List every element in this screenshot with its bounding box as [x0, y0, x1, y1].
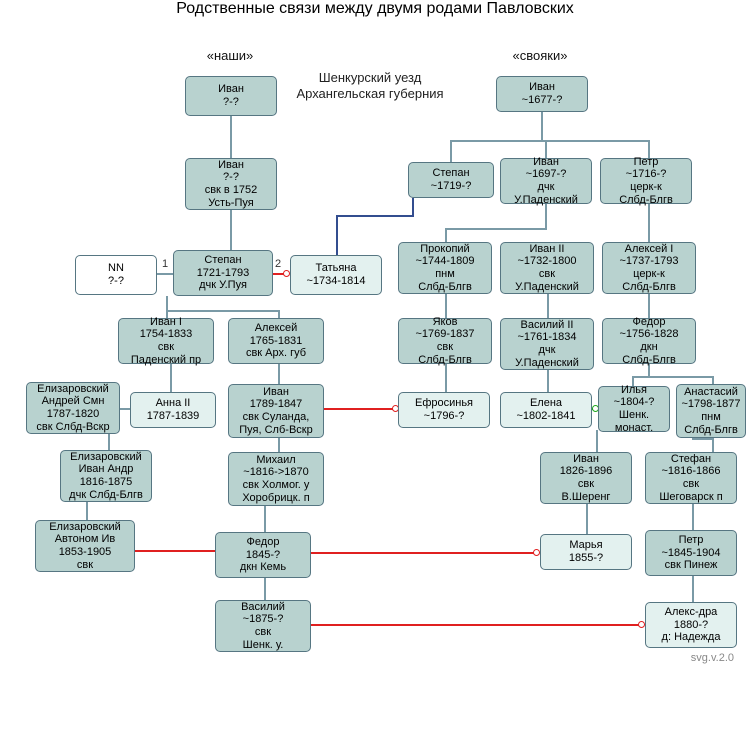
node-ivan-vshereng: Иван 1826-1896 свк В.Шеренг — [540, 452, 632, 504]
node-ilya: Илья ~1804-? Шенк. монаст. — [598, 386, 670, 432]
node-petr-right: Петр ~1716-? церк-к Слбд-Блгв — [600, 158, 692, 204]
node-vasiliy-ii: Василий II ~1761-1834 дчк У.Паденский — [500, 318, 594, 370]
tree-canvas: Родственные связи между двумя родами Пав… — [0, 0, 750, 750]
branch-label-right: «свояки» — [490, 48, 590, 63]
node-anna-ii: Анна II 1787-1839 — [130, 392, 216, 428]
node-stepan-left: Степан 1721-1793 дчк У.Пуя — [173, 250, 273, 296]
node-yakov: Яков ~1769-1837 свк Слбд-Блгв — [398, 318, 492, 364]
node-alexey-i: Алексей I ~1737-1793 церк-к Слбд-Блгв — [602, 242, 696, 294]
node-eliz-andrey: Елизаровский Андрей Смн 1787-1820 свк Сл… — [26, 382, 120, 434]
subtitle-2: Архангельская губерния — [260, 86, 480, 101]
node-efrosinya: Ефросинья ~1796-? — [398, 392, 490, 428]
node-marya: Марья 1855-? — [540, 534, 632, 570]
node-prokopiy: Прокопий ~1744-1809 пнм Слбд-Блгв — [398, 242, 492, 294]
node-mikhail: Михаил ~1816->1870 свк Холмог. у Хоробри… — [228, 452, 324, 506]
node-fedor-right: Федор ~1756-1828 дкн Слбд-Блгв — [602, 318, 696, 364]
node-anastasiy: Анастасий ~1798-1877 пнм Слбд-Блгв — [676, 384, 746, 438]
marriage-marker-2: 2 — [275, 258, 281, 270]
node-ivan-i: Иван I 1754-1833 свк Паденский пр — [118, 318, 214, 364]
node-nn: NN ?-? — [75, 255, 157, 295]
branch-label-left: «наши» — [180, 48, 280, 63]
marriage-marker-1: 1 — [162, 258, 168, 270]
node-ivan-left-0: Иван ?-? — [185, 76, 277, 116]
node-alexandra: Алекс-дра 1880-? д: Надежда — [645, 602, 737, 648]
node-fedor-left: Федор 1845-? дкн Кемь — [215, 532, 311, 578]
node-ivan-right-1: Иван ~1697-? дчк У.Паденский — [500, 158, 592, 204]
node-vasiliy-left: Василий ~1875-? свк Шенк. у. — [215, 600, 311, 652]
node-tatyana: Татьяна ~1734-1814 — [290, 255, 382, 295]
subtitle-1: Шенкурский уезд — [260, 70, 480, 85]
node-stepan-right: Степан ~1719-? — [408, 162, 494, 198]
marriage-dot-vas-alex — [638, 621, 645, 628]
svg-version: svg.v.2.0 — [691, 652, 734, 664]
node-ivan-right-0: Иван ~1677-? — [496, 76, 588, 112]
node-alexey: Алексей 1765-1831 свк Арх. губ — [228, 318, 324, 364]
marriage-dot-step-tat — [283, 270, 290, 277]
node-ivan-left-1: Иван ?-? свк в 1752 Усть-Пуя — [185, 158, 277, 210]
node-eliz-ivan: Елизаровский Иван Андр 1816-1875 дчк Слб… — [60, 450, 152, 502]
node-petr-2: Петр ~1845-1904 свк Пинеж — [645, 530, 737, 576]
node-elena: Елена ~1802-1841 — [500, 392, 592, 428]
node-stefan: Стефан ~1816-1866 свк Шеговарск п — [645, 452, 737, 504]
node-eliz-avtonom: Елизаровский Автоном Ив 1853-1905 свк — [35, 520, 135, 572]
page-title: Родственные связи между двумя родами Пав… — [0, 0, 750, 18]
node-ivan-ii: Иван II ~1732-1800 свк У.Паденский — [500, 242, 594, 294]
node-ivan-1789: Иван 1789-1847 свк Суланда, Пуя, Слб-Вск… — [228, 384, 324, 438]
marriage-dot-fedor-marya — [533, 549, 540, 556]
